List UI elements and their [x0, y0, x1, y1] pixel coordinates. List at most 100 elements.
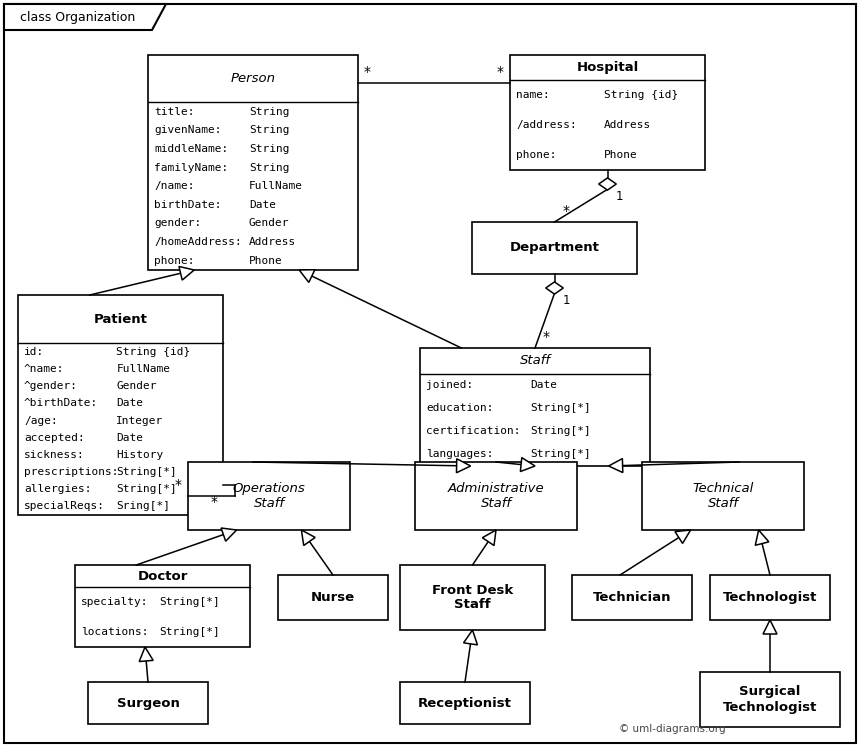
- Polygon shape: [763, 620, 777, 634]
- Text: Date: Date: [531, 380, 557, 391]
- Bar: [18, 295, 223, 515]
- Polygon shape: [755, 530, 769, 545]
- Text: title:: title:: [154, 107, 194, 117]
- Bar: [278, 575, 388, 620]
- Text: Staff: Staff: [519, 355, 550, 368]
- Text: 1: 1: [616, 190, 623, 203]
- Text: /homeAddress:: /homeAddress:: [154, 237, 242, 247]
- Text: String[*]: String[*]: [116, 467, 177, 477]
- Text: String[*]: String[*]: [531, 427, 591, 436]
- Text: Sring[*]: Sring[*]: [116, 501, 170, 512]
- Text: Hospital: Hospital: [576, 61, 639, 74]
- Bar: [510, 55, 705, 170]
- Text: Gender: Gender: [249, 218, 289, 229]
- Text: *: *: [364, 65, 371, 79]
- Text: Patient: Patient: [94, 313, 147, 326]
- Polygon shape: [464, 630, 477, 645]
- Text: Person: Person: [230, 72, 275, 85]
- Text: *: *: [543, 330, 550, 344]
- Text: /age:: /age:: [24, 415, 58, 426]
- Text: specialty:: specialty:: [81, 597, 149, 607]
- Text: accepted:: accepted:: [24, 433, 85, 443]
- Text: Integer: Integer: [116, 415, 163, 426]
- Polygon shape: [520, 458, 535, 471]
- Text: Address: Address: [249, 237, 296, 247]
- Text: class Organization: class Organization: [21, 10, 136, 23]
- Text: Date: Date: [249, 199, 276, 210]
- Text: © uml-diagrams.org: © uml-diagrams.org: [619, 724, 726, 734]
- Text: Administrative
Staff: Administrative Staff: [448, 482, 544, 510]
- Text: Operations
Staff: Operations Staff: [232, 482, 305, 510]
- Text: FullName: FullName: [116, 364, 170, 374]
- Polygon shape: [609, 459, 623, 473]
- Text: Date: Date: [116, 433, 144, 443]
- Polygon shape: [675, 530, 691, 543]
- Text: familyName:: familyName:: [154, 163, 228, 173]
- Text: /address:: /address:: [516, 120, 577, 130]
- Text: *: *: [497, 65, 504, 79]
- Text: String[*]: String[*]: [531, 403, 591, 414]
- Text: History: History: [116, 450, 163, 460]
- Bar: [572, 575, 692, 620]
- Text: education:: education:: [426, 403, 494, 414]
- Text: String {id}: String {id}: [604, 90, 678, 100]
- Bar: [642, 462, 804, 530]
- Text: /name:: /name:: [154, 182, 194, 191]
- Text: String {id}: String {id}: [116, 347, 191, 357]
- Polygon shape: [221, 528, 237, 542]
- Text: Technician: Technician: [593, 591, 672, 604]
- Bar: [400, 682, 530, 724]
- Text: Front Desk
Staff: Front Desk Staff: [432, 583, 513, 612]
- Text: String: String: [249, 125, 289, 135]
- Text: FullName: FullName: [249, 182, 303, 191]
- Text: Doctor: Doctor: [138, 569, 187, 583]
- Polygon shape: [599, 178, 617, 190]
- Text: *: *: [211, 495, 218, 509]
- Text: 1: 1: [562, 294, 570, 307]
- Polygon shape: [179, 267, 194, 280]
- Text: specialReqs:: specialReqs:: [24, 501, 105, 512]
- Text: ^birthDate:: ^birthDate:: [24, 398, 98, 409]
- Text: Surgeon: Surgeon: [117, 696, 180, 710]
- Polygon shape: [301, 530, 315, 545]
- Bar: [420, 348, 650, 466]
- Text: name:: name:: [516, 90, 550, 100]
- Text: Technical
Staff: Technical Staff: [692, 482, 753, 510]
- Bar: [188, 462, 350, 530]
- Text: id:: id:: [24, 347, 44, 357]
- Text: String: String: [249, 107, 289, 117]
- Text: Technologist: Technologist: [722, 591, 817, 604]
- Text: birthDate:: birthDate:: [154, 199, 222, 210]
- Text: Address: Address: [604, 120, 651, 130]
- Text: givenName:: givenName:: [154, 125, 222, 135]
- Bar: [472, 222, 637, 274]
- Text: String[*]: String[*]: [531, 450, 591, 459]
- Text: ^name:: ^name:: [24, 364, 64, 374]
- Polygon shape: [4, 4, 166, 30]
- Text: joined:: joined:: [426, 380, 473, 391]
- Polygon shape: [482, 530, 496, 545]
- Text: String[*]: String[*]: [116, 484, 177, 495]
- Text: ^gender:: ^gender:: [24, 381, 78, 391]
- Text: *: *: [175, 478, 182, 492]
- Text: String[*]: String[*]: [159, 597, 220, 607]
- Polygon shape: [457, 459, 470, 473]
- Text: String: String: [249, 144, 289, 154]
- Polygon shape: [139, 647, 153, 662]
- Text: middleName:: middleName:: [154, 144, 228, 154]
- Polygon shape: [299, 270, 315, 282]
- Text: sickness:: sickness:: [24, 450, 85, 460]
- Bar: [400, 565, 545, 630]
- Bar: [710, 575, 830, 620]
- Text: *: *: [562, 204, 569, 218]
- Text: certification:: certification:: [426, 427, 520, 436]
- Text: String: String: [249, 163, 289, 173]
- Text: Date: Date: [116, 398, 144, 409]
- Text: Department: Department: [510, 241, 599, 255]
- Text: Receptionist: Receptionist: [418, 696, 512, 710]
- Bar: [415, 462, 577, 530]
- Bar: [700, 672, 840, 727]
- Bar: [148, 55, 358, 270]
- Text: phone:: phone:: [154, 255, 194, 266]
- Text: phone:: phone:: [516, 150, 556, 160]
